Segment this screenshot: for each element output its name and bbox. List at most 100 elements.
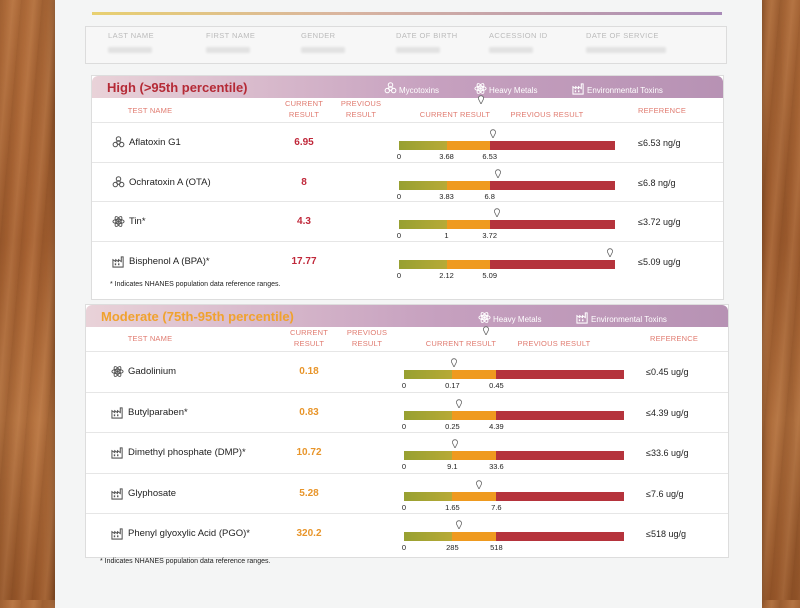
- current-result-value: 4.3: [297, 216, 311, 227]
- factory-icon: [111, 527, 124, 540]
- reference-range: ≤518 ug/g: [646, 529, 686, 539]
- high-zone: [496, 370, 624, 379]
- patient-field: DATE OF BIRTH: [396, 31, 458, 53]
- reference-range: ≤0.45 ug/g: [646, 367, 689, 377]
- table-row: Tin* 4.3 0 1 3.72 ≤3.72 ug/g: [92, 201, 723, 242]
- mid-zone: [452, 451, 497, 460]
- biohazard-icon: [112, 136, 125, 149]
- high-zone: [496, 532, 624, 541]
- table-row: Bisphenol A (BPA)* 17.77 0 2.12 5.09 ≤5.09 ug…: [92, 240, 723, 282]
- col-current-result-legend: CURRENT RESULT: [425, 339, 497, 348]
- patient-info: LAST NAME FIRST NAME GENDER DATE OF BIRT…: [85, 26, 727, 64]
- tick-zero: 0: [396, 270, 402, 280]
- tick-label: 5.09: [482, 270, 498, 280]
- high-footnote: * Indicates NHANES population data refer…: [110, 281, 281, 288]
- col-previous-result: PREVIOUS RESULT: [340, 99, 382, 119]
- high-zone: [496, 491, 624, 501]
- table-row: Glyphosate 5.28 0 1.65 7.6 ≤7.6 ug/g: [86, 472, 728, 515]
- tick-label: 7.6: [491, 502, 502, 512]
- factory-icon: [111, 487, 124, 500]
- test-name: Gadolinium: [128, 366, 177, 377]
- tick-zero: 0: [401, 462, 407, 471]
- tick-zero: 0: [401, 381, 407, 390]
- low-zone: [404, 491, 453, 501]
- current-result-value: 5.28: [299, 487, 319, 499]
- tick-label: 6.8: [484, 191, 495, 201]
- test-name: Glyphosate: [128, 487, 177, 499]
- patient-field: GENDER: [301, 31, 345, 53]
- current-result-marker: [452, 439, 459, 448]
- low-zone: [399, 141, 447, 150]
- patient-label: LAST NAME: [108, 31, 154, 40]
- low-zone: [404, 410, 453, 420]
- low-zone: [399, 220, 447, 229]
- tick-label: 9.1: [447, 462, 458, 471]
- mid-zone: [446, 259, 490, 269]
- current-result-value: 6.95: [294, 137, 314, 148]
- factory-icon: [576, 311, 588, 324]
- current-result-marker: [451, 358, 457, 367]
- current-result-value: 8: [301, 176, 307, 188]
- col-previous-result-legend: PREVIOUS RESULT: [517, 339, 591, 348]
- current-result-value: 17.77: [291, 255, 317, 267]
- redacted-value: [586, 47, 666, 53]
- reference-range: ≤6.53 ng/g: [638, 138, 681, 148]
- patient-field: LAST NAME: [108, 31, 154, 53]
- tick-label: 3.68: [439, 152, 454, 161]
- top-rule: [92, 12, 722, 15]
- high-section-header: High (>95th percentile) Mycotoxins Heavy…: [92, 76, 723, 98]
- tick-label: 1.65: [445, 502, 460, 512]
- redacted-value: [489, 47, 533, 53]
- tick-label: 3.83: [439, 191, 454, 201]
- col-previous-result-legend: PREVIOUS RESULT: [510, 110, 584, 119]
- result-range-bar: [399, 220, 615, 229]
- col-reference: REFERENCE: [637, 106, 687, 115]
- current-result-marker: [489, 129, 496, 138]
- result-range-bar: [404, 451, 624, 460]
- reference-range: ≤4.39 ug/g: [646, 407, 689, 418]
- table-row: Butylparaben* 0.83 0 0.25 4.39 ≤4.39 ug/g: [86, 391, 728, 434]
- atom-icon: [474, 82, 487, 94]
- redacted-value: [396, 47, 440, 53]
- mid-zone: [446, 220, 490, 229]
- tick-label: 0.17: [445, 381, 460, 390]
- atom-icon: [112, 215, 125, 228]
- mid-zone: [452, 410, 497, 420]
- col-test-name: TEST NAME: [127, 106, 173, 115]
- current-result-marker: [456, 520, 463, 529]
- table-row: Phenyl glyoxylic Acid (PGO)* 320.2 0 285 518…: [86, 513, 728, 555]
- patient-field: FIRST NAME: [206, 31, 255, 53]
- legend-current-marker: [483, 326, 489, 335]
- current-result-marker: [494, 208, 501, 217]
- factory-icon: [111, 446, 124, 459]
- legend-current-marker: [478, 95, 484, 104]
- tick-label: 33.6: [489, 462, 504, 471]
- mid-zone: [452, 491, 497, 501]
- legend-environmental-toxins: Environmental Toxins: [572, 82, 663, 95]
- result-range-bar: [399, 141, 615, 150]
- patient-field: ACCESSION ID: [489, 31, 548, 53]
- result-range-bar: [399, 180, 615, 190]
- tick-label: 3.72: [482, 231, 498, 240]
- current-result-value: 10.72: [296, 447, 322, 458]
- low-zone: [404, 370, 453, 379]
- current-result-value: 0.83: [299, 406, 319, 418]
- tick-label: 285: [446, 543, 459, 552]
- low-zone: [399, 259, 447, 269]
- current-result-marker: [495, 168, 502, 178]
- test-name: Butylparaben*: [128, 406, 188, 418]
- atom-icon: [478, 311, 491, 323]
- test-name: Aflatoxin G1: [129, 137, 181, 148]
- reference-range: ≤7.6 ug/g: [646, 488, 684, 499]
- factory-icon: [112, 255, 125, 268]
- table-row: Aflatoxin G1 6.95 0 3.68 6.53 ≤6.53 ng/g: [92, 122, 723, 163]
- mid-zone: [452, 370, 497, 379]
- report-page: LAST NAME FIRST NAME GENDER DATE OF BIRT…: [55, 0, 762, 608]
- high-zone: [489, 141, 615, 150]
- patient-label: FIRST NAME: [206, 31, 256, 40]
- tick-zero: 0: [396, 191, 402, 201]
- current-result-marker: [455, 398, 462, 408]
- col-test-name: TEST NAME: [127, 334, 173, 343]
- tick-label: 6.53: [482, 152, 498, 161]
- moderate-section-header: Moderate (75th-95th percentile) Heavy Me…: [86, 305, 728, 327]
